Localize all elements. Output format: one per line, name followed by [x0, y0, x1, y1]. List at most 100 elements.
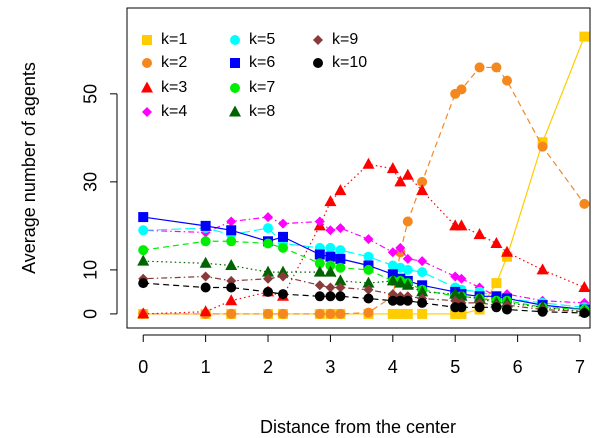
y-tick-label: 30 — [81, 172, 101, 192]
marker — [386, 274, 399, 286]
marker — [455, 219, 468, 231]
marker — [456, 273, 467, 284]
marker — [335, 282, 346, 293]
x-axis-label: Distance from the center — [260, 417, 456, 437]
marker — [314, 280, 325, 291]
marker — [394, 175, 407, 187]
marker — [277, 289, 288, 300]
marker — [263, 212, 274, 223]
marker — [537, 141, 548, 152]
marker — [263, 308, 274, 319]
series-line — [143, 36, 585, 315]
marker — [334, 274, 347, 286]
marker — [401, 278, 414, 290]
marker — [277, 242, 288, 253]
marker — [226, 236, 237, 247]
marker — [200, 236, 211, 247]
marker — [387, 308, 398, 319]
legend-marker — [141, 81, 153, 93]
marker — [225, 258, 238, 270]
marker — [138, 278, 149, 289]
marker — [417, 297, 428, 308]
marker — [401, 168, 414, 180]
marker — [394, 276, 407, 288]
y-tick-label: 10 — [81, 260, 101, 280]
marker — [491, 278, 502, 289]
marker — [502, 75, 513, 86]
marker — [335, 223, 346, 234]
legend-marker — [230, 83, 240, 93]
marker — [276, 265, 289, 277]
x-tick-label: 2 — [263, 357, 273, 377]
legend-label: k=7 — [249, 79, 275, 96]
marker — [416, 285, 429, 297]
marker — [474, 62, 485, 73]
legend-marker — [230, 35, 240, 45]
marker — [490, 236, 503, 248]
marker — [335, 308, 346, 319]
marker — [335, 253, 346, 264]
legend-marker — [142, 35, 152, 45]
marker — [491, 62, 502, 73]
marker — [314, 291, 325, 302]
x-tick-label: 6 — [513, 357, 523, 377]
marker — [314, 249, 325, 260]
marker — [277, 308, 288, 319]
marker — [313, 265, 326, 277]
marker — [417, 267, 428, 278]
marker — [395, 308, 406, 319]
marker — [402, 295, 413, 306]
marker — [263, 238, 274, 249]
legend-marker — [313, 58, 323, 68]
marker — [137, 307, 150, 319]
marker — [277, 218, 288, 229]
marker — [363, 293, 374, 304]
marker — [226, 282, 237, 293]
marker — [416, 184, 429, 196]
marker — [473, 228, 486, 240]
legend-marker — [229, 105, 241, 117]
marker — [226, 308, 237, 319]
marker — [325, 291, 336, 302]
marker — [455, 289, 468, 301]
marker — [314, 308, 325, 319]
legend-label: k=6 — [249, 54, 275, 71]
legend-label: k=3 — [161, 79, 187, 96]
series — [138, 278, 590, 319]
marker — [314, 258, 325, 269]
marker — [501, 245, 514, 257]
marker — [387, 295, 398, 306]
marker — [417, 176, 428, 187]
marker — [536, 263, 549, 275]
x-tick-label: 5 — [450, 357, 460, 377]
marker — [363, 307, 374, 318]
marker — [324, 265, 337, 277]
marker — [263, 273, 274, 284]
marker — [325, 225, 336, 236]
marker — [262, 265, 275, 277]
marker — [386, 162, 399, 174]
marker — [325, 242, 336, 253]
marker — [334, 184, 347, 196]
marker — [579, 31, 590, 42]
marker — [200, 220, 211, 231]
marker — [502, 304, 513, 315]
y-axis-label: Average number of agents — [19, 62, 39, 274]
marker — [137, 254, 150, 266]
marker — [491, 302, 502, 313]
marker — [138, 212, 149, 223]
marker — [363, 251, 374, 262]
marker — [226, 216, 237, 227]
marker — [387, 247, 398, 258]
marker — [456, 308, 467, 319]
marker — [363, 234, 374, 245]
marker — [362, 157, 375, 169]
marker — [402, 253, 413, 264]
legend-label: k=2 — [161, 54, 187, 71]
legend-label: k=10 — [332, 54, 367, 71]
marker — [450, 308, 461, 319]
marker — [363, 284, 374, 295]
marker — [395, 295, 406, 306]
marker — [138, 225, 149, 236]
